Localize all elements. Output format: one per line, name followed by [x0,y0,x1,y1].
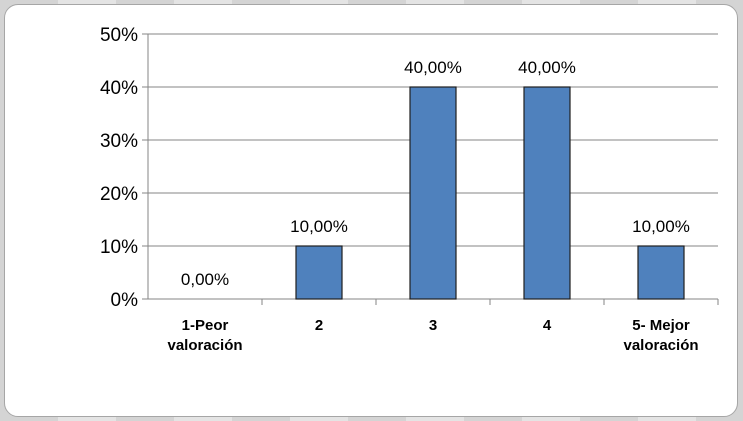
y-tick-label: 0% [111,290,139,311]
data-label: 40,00% [404,58,462,77]
bar [637,245,685,300]
y-tick-label: 50% [100,25,138,46]
y-tick-label: 40% [100,78,138,99]
category-label: 5- Mejor valoración [623,317,698,354]
data-label: 10,00% [290,217,348,236]
data-label: 0,00% [181,270,229,289]
category-label: 2 [315,317,323,334]
category-label: 4 [543,317,552,334]
bar [295,245,343,300]
chart-frame [4,4,738,417]
y-tick-label: 30% [100,131,138,152]
bar [523,86,571,300]
y-tick-label: 20% [100,184,138,205]
y-tick-label: 10% [100,237,138,258]
data-label: 10,00% [632,217,690,236]
category-label: 3 [429,317,437,334]
bar [409,86,457,300]
category-label: 1-Peor valoración [167,317,242,354]
data-label: 40,00% [518,58,576,77]
